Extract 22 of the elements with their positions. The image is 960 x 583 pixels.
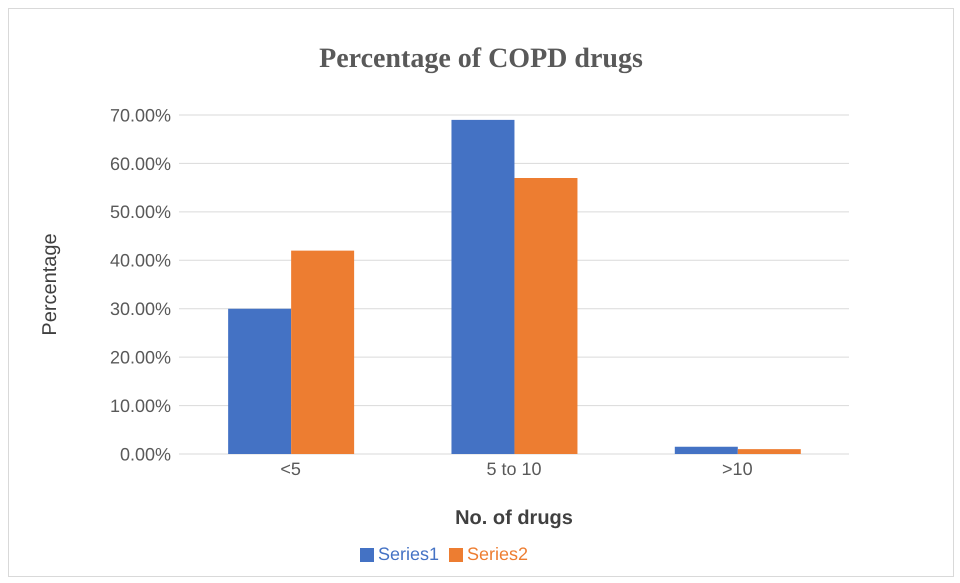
y-tick-label: 50.00%: [110, 202, 171, 222]
y-tick-label: 20.00%: [110, 348, 171, 368]
x-tick-label: <5: [280, 458, 301, 479]
legend-label: Series2: [467, 544, 528, 564]
y-axis-title: Percentage: [39, 233, 62, 336]
legend-label: Series1: [378, 544, 439, 564]
bar: [738, 449, 801, 454]
bar: [674, 446, 738, 454]
bar: [451, 120, 514, 454]
x-tick-label: 5 to 10: [486, 458, 542, 479]
y-tick-label: 0.00%: [120, 444, 171, 464]
y-tick-label: 10.00%: [110, 396, 171, 416]
chart-title: Percentage of COPD drugs: [318, 43, 644, 75]
x-tick-label: >10: [722, 458, 753, 479]
bar: [228, 308, 292, 454]
y-tick-label: 40.00%: [110, 250, 171, 271]
y-tick-label: 30.00%: [110, 299, 171, 320]
y-tick-label: 70.00%: [110, 105, 171, 126]
y-tick-label: 60.00%: [110, 154, 171, 174]
x-axis-title: No. of drugs: [455, 507, 573, 529]
bar: [514, 178, 578, 454]
bar: [291, 250, 354, 454]
